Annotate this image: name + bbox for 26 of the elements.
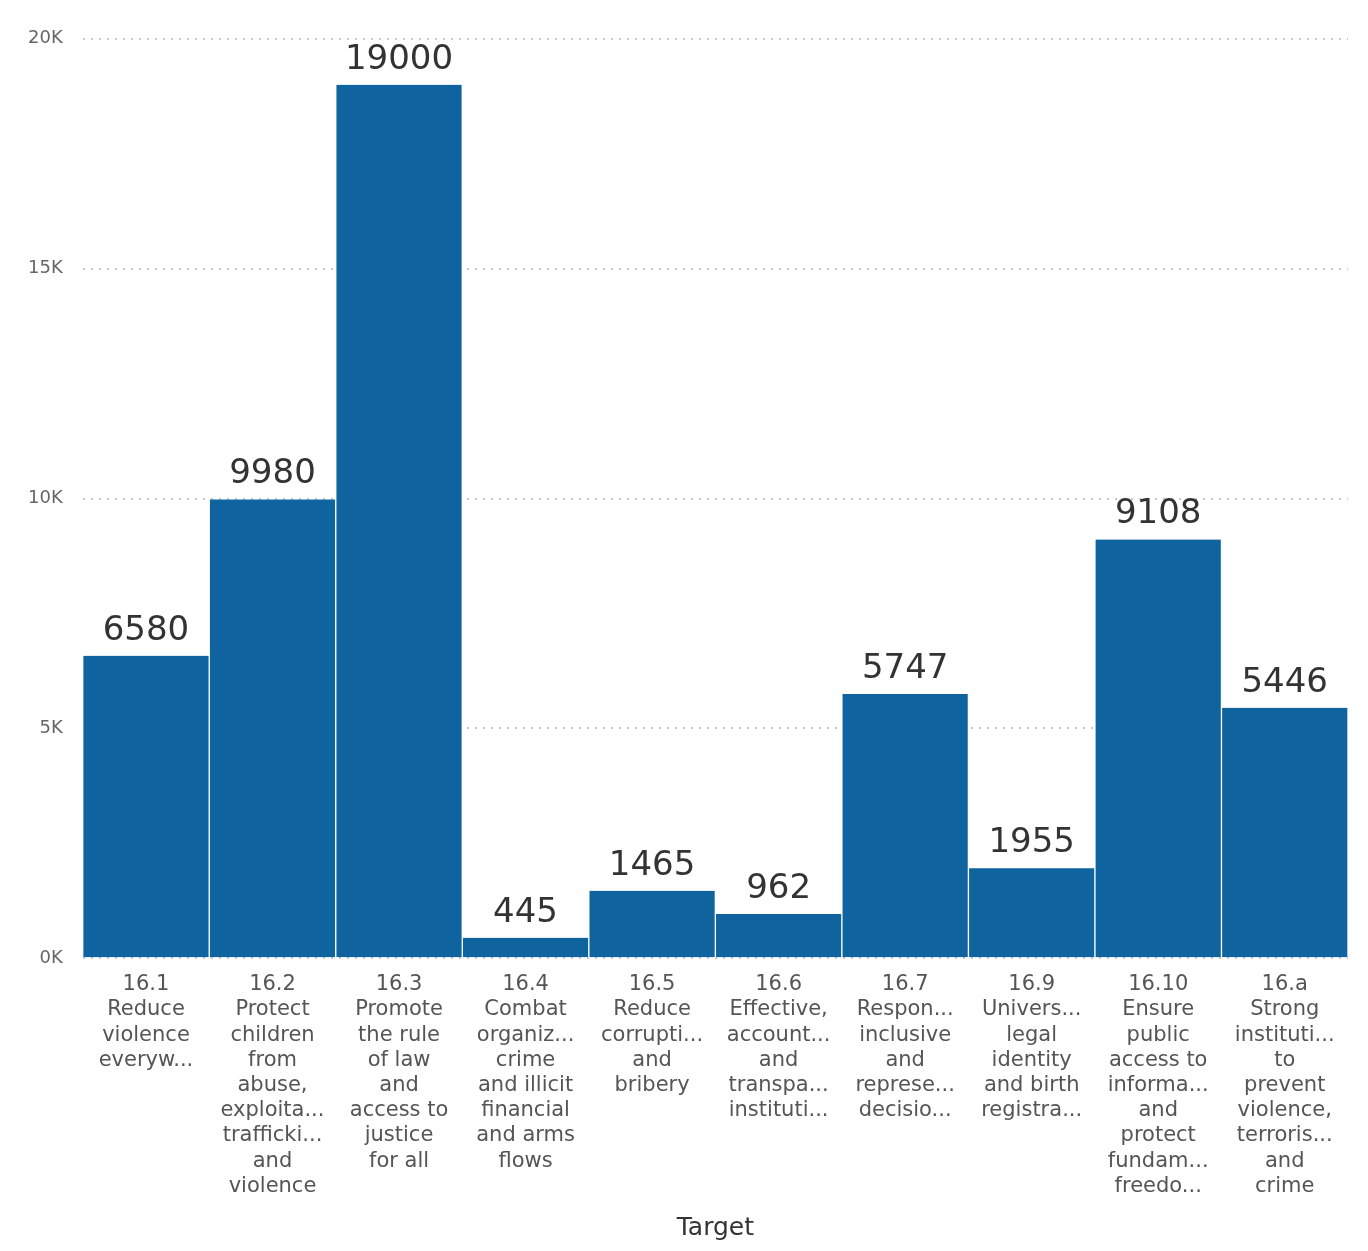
data-label: 5446 — [1241, 659, 1328, 700]
y-tick-label: 5K — [39, 716, 64, 738]
x-tick-label: 16.3 Promote the rule of law and access to justice for all — [349, 971, 449, 1172]
data-label: 445 — [493, 889, 559, 930]
category-label: 16.10 Ensure public access to informa... and protect fundam... freedo... — [1107, 971, 1209, 1197]
x-tick-label: 16.5 Reduce corrupti... and bribery — [601, 971, 704, 1097]
data-label: 9980 — [229, 451, 316, 492]
x-tick-label: 16.6 Effective, account... and transpa... instituti... — [726, 971, 831, 1122]
data-label: 962 — [746, 865, 812, 906]
x-axis-title: Target — [675, 1211, 755, 1241]
y-tick-label: 15K — [27, 256, 64, 278]
data-label: 19000 — [344, 36, 454, 77]
data-label: 5747 — [861, 645, 949, 686]
category-label: 16.2 Protect children from abuse, exploita... trafficki... and violence — [220, 971, 325, 1197]
x-tick-label: 16.9 Univers... legal identity and birth registra... — [981, 971, 1083, 1122]
x-tick-label: 16.7 Respon... inclusive and represe... decisio... — [855, 971, 955, 1122]
y-tick-label: 0K — [39, 945, 64, 967]
x-tick-label: 16.1 Reduce violence everyw... — [98, 971, 194, 1071]
data-label: 6580 — [102, 607, 190, 648]
data-label: 1955 — [988, 820, 1075, 861]
data-label: 9108 — [1114, 491, 1202, 532]
y-tick-label: 10K — [27, 486, 64, 508]
data-label: 1465 — [608, 842, 696, 883]
x-tick-label: 16.4 Combat organiz... crime and illicit financial and arms flows — [476, 971, 575, 1172]
category-label: 16.a Strong instituti... to prevent violence, terroris... and crime — [1234, 971, 1335, 1197]
y-tick-label: 20K — [27, 26, 64, 48]
